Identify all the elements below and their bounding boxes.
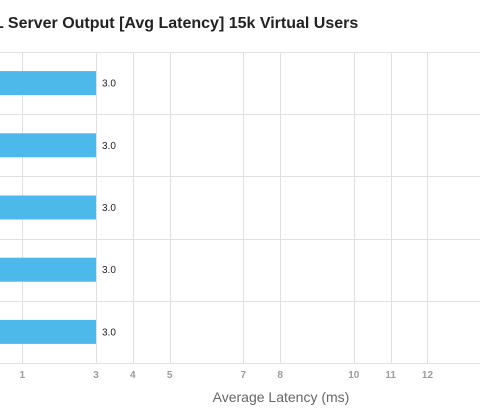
- x-tick-label: 3: [93, 370, 99, 381]
- x-tick-label: 11: [385, 370, 396, 381]
- bar[interactable]: [0, 257, 96, 282]
- x-tick-label: 10: [348, 370, 360, 381]
- gridlines: [0, 52, 480, 364]
- x-tick-label: 4: [130, 370, 136, 381]
- bars: [0, 71, 96, 344]
- bar-value-labels: 3.0 3.0 3.0 3.0 3.0: [102, 79, 116, 339]
- bar[interactable]: [0, 195, 96, 220]
- chart-title: L Server Output [Avg Latency] 15k Virtua…: [0, 15, 359, 32]
- x-tick-label: 8: [277, 370, 283, 381]
- bar-value-label: 3.0: [102, 265, 116, 276]
- x-tick-label: 7: [241, 370, 247, 381]
- bar[interactable]: [0, 133, 96, 158]
- x-axis-ticks: 1 3 4 5 7 8 10 11 12: [20, 370, 434, 381]
- bar[interactable]: [0, 71, 96, 96]
- x-axis-title: Average Latency (ms): [213, 389, 350, 405]
- bar-value-label: 3.0: [102, 141, 116, 152]
- x-tick-label: 1: [20, 370, 26, 381]
- x-tick-label: 12: [422, 370, 434, 381]
- bar-value-label: 3.0: [102, 327, 116, 338]
- bar[interactable]: [0, 319, 96, 344]
- x-tick-label: 5: [167, 370, 173, 381]
- bar-value-label: 3.0: [102, 203, 116, 214]
- bar-value-label: 3.0: [102, 79, 116, 90]
